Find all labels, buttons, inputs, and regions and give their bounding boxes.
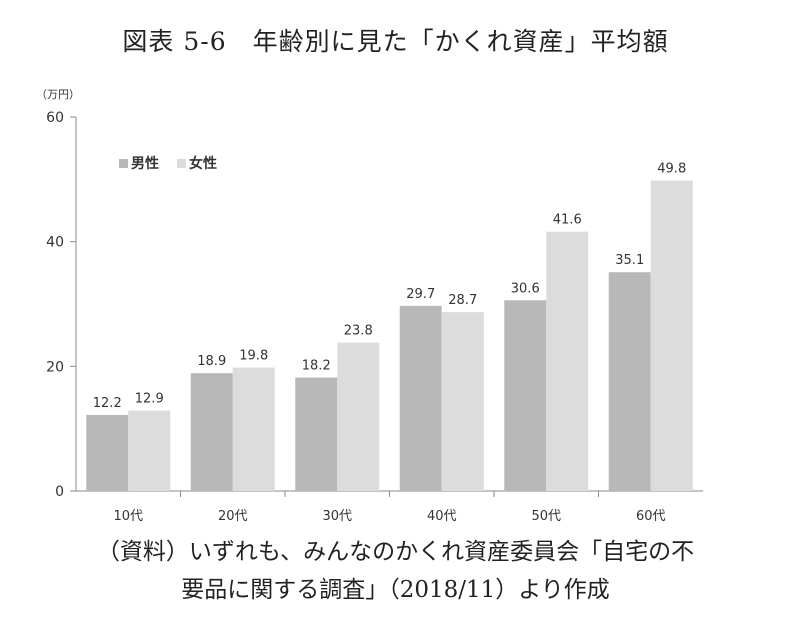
data-label: 29.7 (406, 287, 435, 302)
data-label: 12.2 (93, 396, 122, 411)
data-label: 49.8 (657, 162, 686, 177)
legend-swatch (119, 159, 128, 168)
bar-female (441, 312, 484, 491)
bar-female (232, 367, 275, 491)
data-label: 18.2 (302, 359, 331, 374)
source-line-1: （資料）いずれも、みんなのかくれ資産委員会「自宅の不 (96, 539, 695, 565)
source-line-2: 要品に関する調査」（2018/11）より作成 (181, 577, 610, 603)
x-tick-label: 50代 (531, 509, 561, 524)
x-tick-label: 30代 (322, 509, 352, 524)
bar-male (504, 300, 547, 491)
bar-female (650, 180, 693, 491)
x-tick-label: 10代 (113, 509, 143, 524)
legend-label: 女性 (189, 155, 217, 172)
data-label: 30.6 (511, 281, 540, 296)
chart-title: 図表 5-6 年齢別に見た「かくれ資産」平均額 (122, 27, 669, 56)
x-tick-label: 20代 (218, 509, 248, 524)
bar-female (546, 231, 589, 491)
data-label: 28.7 (448, 293, 477, 308)
data-label: 18.9 (197, 354, 226, 369)
data-label: 19.8 (239, 349, 268, 364)
bar-male (608, 272, 651, 491)
data-label: 41.6 (553, 213, 582, 228)
bar-male (190, 373, 233, 491)
source-note: （資料）いずれも、みんなのかくれ資産委員会「自宅の不 要品に関する調査」（201… (0, 533, 791, 609)
bars: 12.2 12.9 18.9 19.8 18.2 23.8 29.7 28.7 30.6 41.6… (86, 162, 693, 491)
y-axis-unit-label: （万円） (36, 88, 80, 101)
y-tick-label: 40 (46, 235, 64, 251)
legend: 男性 女性 (119, 155, 217, 172)
bar-male (86, 414, 129, 491)
y-tick-label: 60 (46, 110, 64, 126)
bar-female (337, 342, 380, 491)
bar-male (295, 377, 338, 491)
legend-label: 男性 (131, 155, 159, 172)
bar-male (399, 305, 442, 491)
bar-female (128, 410, 171, 491)
axes: 0 20 40 60 10代 20代 30代 40代 50代 60代 (46, 110, 703, 524)
y-tick-label: 0 (55, 484, 64, 500)
data-label: 12.9 (135, 392, 164, 407)
data-label: 35.1 (615, 253, 644, 268)
data-label: 23.8 (344, 324, 373, 339)
y-tick-label: 20 (46, 359, 64, 375)
x-tick-label: 60代 (636, 509, 666, 524)
legend-swatch (177, 159, 186, 168)
x-tick-label: 40代 (427, 509, 457, 524)
